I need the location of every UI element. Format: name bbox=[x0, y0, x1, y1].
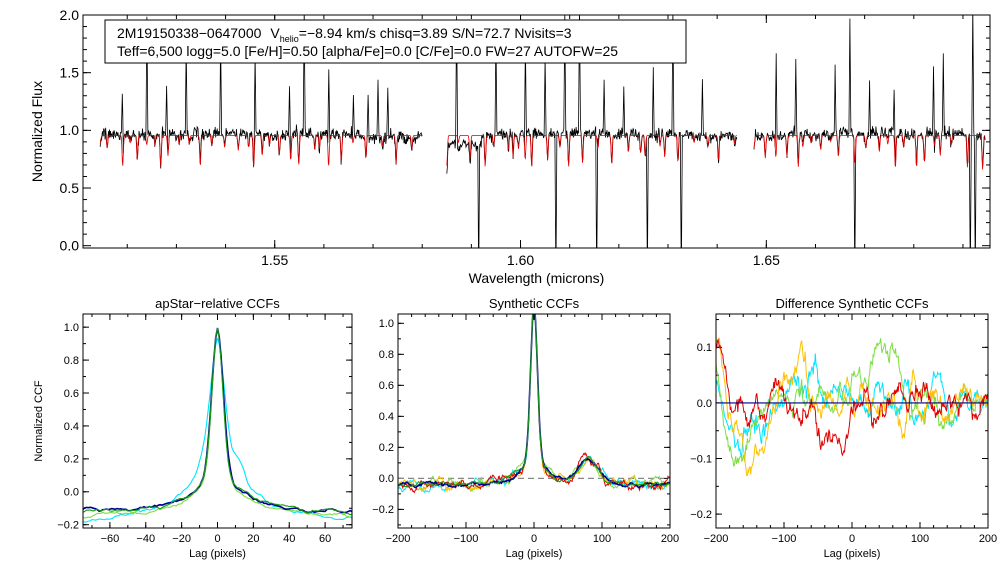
diff-series-visit-1 bbox=[716, 353, 988, 458]
star-id: 2M19150338−0647000 bbox=[117, 25, 262, 41]
x-tick-label: 60 bbox=[319, 533, 331, 545]
y-tick-label: 0.4 bbox=[379, 411, 394, 423]
y-tick-label: −0.2 bbox=[372, 504, 394, 516]
y-tick-label: −0.1 bbox=[690, 453, 712, 465]
annotation-line1: 2M19150338−0647000 Vhelio=−8.94 km/s chis… bbox=[117, 25, 572, 44]
ccf-lines bbox=[716, 337, 988, 477]
x-tick-label: −200 bbox=[704, 533, 729, 545]
x-tick-label: 0 bbox=[214, 533, 220, 545]
x-tick-label: 1.60 bbox=[507, 252, 534, 268]
y-tick-label: 1.5 bbox=[60, 65, 80, 81]
ccf-series-visit-2 bbox=[398, 314, 670, 492]
y-tick-label: 0.6 bbox=[379, 380, 394, 392]
y-axis-label: Normalized Flux bbox=[29, 81, 45, 182]
diff-series-visit-4 bbox=[716, 338, 988, 457]
y-tick-label: 2.0 bbox=[60, 7, 80, 23]
ccf-series-visit-2 bbox=[83, 329, 352, 519]
x-tick-label: 40 bbox=[283, 533, 295, 545]
x-tick-label: −40 bbox=[136, 533, 155, 545]
x-tick-label: 200 bbox=[661, 533, 679, 545]
y-tick-label: 1.0 bbox=[379, 318, 394, 330]
ccf-series-template bbox=[398, 314, 670, 488]
plot-frame bbox=[82, 313, 353, 529]
x-tick-label: 100 bbox=[593, 533, 611, 545]
synthetic-ccf-panel: −200 −100 0 100 200 −0.2 0.0 0.2 0.4 0.6 0.8 1.0 Lag… bbox=[372, 296, 679, 560]
y-tick-label: −0.2 bbox=[57, 520, 79, 532]
x-tick-label: 0 bbox=[849, 533, 855, 545]
model-spectrum-line bbox=[99, 135, 423, 168]
y-tick-label: 0.1 bbox=[697, 342, 712, 354]
x-tick-label: 1.55 bbox=[261, 252, 288, 268]
ccf-series-visit-4 bbox=[83, 327, 352, 516]
x-tick-label: 100 bbox=[911, 533, 929, 545]
y-tick-label: 1.0 bbox=[60, 122, 80, 138]
ccf-lines bbox=[398, 314, 670, 494]
chart-title: Difference Synthetic CCFs bbox=[776, 296, 929, 311]
annotation-box bbox=[104, 19, 687, 64]
x-axis-label: Wavelength (microns) bbox=[469, 270, 605, 286]
y-tick-label: 0.0 bbox=[60, 238, 80, 254]
x-tick-label: −60 bbox=[101, 533, 120, 545]
observed-spectrum-line bbox=[446, 15, 738, 248]
ccf-series-visit-3 bbox=[398, 314, 670, 493]
y-tick-label: 1.0 bbox=[64, 322, 79, 334]
x-axis-label: Lag (pixels) bbox=[189, 548, 246, 560]
spectrum-lines bbox=[99, 15, 986, 248]
diff-series-visit-2 bbox=[716, 338, 988, 467]
spectrum-panel: 1.55 1.60 1.65 0.0 0.5 1.0 1.5 2.0 Wavelength (m… bbox=[29, 7, 991, 286]
plot-frame bbox=[715, 313, 989, 529]
x-tick-label: −100 bbox=[454, 533, 479, 545]
ccf-series-combined bbox=[398, 314, 670, 489]
x-tick-label: −100 bbox=[772, 533, 797, 545]
chart-title: apStar−relative CCFs bbox=[155, 296, 280, 311]
y-tick-label: 0.0 bbox=[64, 487, 79, 499]
x-tick-label: −200 bbox=[386, 533, 411, 545]
y-tick-label: 0.0 bbox=[697, 398, 712, 410]
y-axis-label: Normalized CCF bbox=[33, 380, 45, 462]
y-tick-label: 0.2 bbox=[379, 442, 394, 454]
model-spectrum-line bbox=[446, 135, 737, 167]
model-spectrum-line bbox=[753, 135, 986, 170]
plot-frame bbox=[397, 313, 671, 529]
apstar-ccf-panel: −60 −40 −20 0 20 40 60 −0.2 0.0 0.2 0.4 0.6 0.8 1.0 La… bbox=[33, 296, 353, 560]
v-subscript: helio bbox=[280, 34, 299, 44]
v-label: V bbox=[270, 25, 280, 41]
stats-text: =−8.94 km/s chisq=3.89 S/N=72.7 Nvisits=… bbox=[299, 25, 572, 41]
y-tick-label: 0.8 bbox=[64, 355, 79, 367]
x-axis-label: Lag (pixels) bbox=[506, 548, 563, 560]
difference-ccf-panel: −200 −100 0 100 200 −0.2 −0.1 0.0 0.1 Lag (pixels… bbox=[690, 296, 997, 560]
x-tick-label: 1.65 bbox=[753, 252, 780, 268]
x-tick-label: 20 bbox=[247, 533, 259, 545]
chart-title: Synthetic CCFs bbox=[489, 296, 580, 311]
y-tick-label: 0.8 bbox=[379, 349, 394, 361]
x-tick-label: 0 bbox=[531, 533, 537, 545]
ccf-series-visit-1 bbox=[398, 314, 670, 494]
y-tick-label: 0.0 bbox=[379, 473, 394, 485]
ccf-series-visit-1 bbox=[83, 337, 352, 523]
y-tick-label: 0.2 bbox=[64, 454, 79, 466]
x-tick-label: −20 bbox=[172, 533, 191, 545]
x-tick-label: 200 bbox=[979, 533, 997, 545]
y-tick-label: 0.5 bbox=[60, 180, 80, 196]
ccf-lines bbox=[83, 327, 352, 523]
annotation-line2: Teff=6,500 logg=5.0 [Fe/H]=0.50 [alpha/F… bbox=[117, 43, 618, 59]
x-axis-label: Lag (pixels) bbox=[824, 548, 881, 560]
ccf-series-visit-4 bbox=[398, 314, 670, 494]
y-tick-label: 0.6 bbox=[64, 388, 79, 400]
ccf-series-visit-3 bbox=[83, 327, 352, 514]
y-tick-label: 0.4 bbox=[64, 421, 79, 433]
y-tick-label: −0.2 bbox=[690, 509, 712, 521]
plot-frame bbox=[82, 14, 991, 249]
